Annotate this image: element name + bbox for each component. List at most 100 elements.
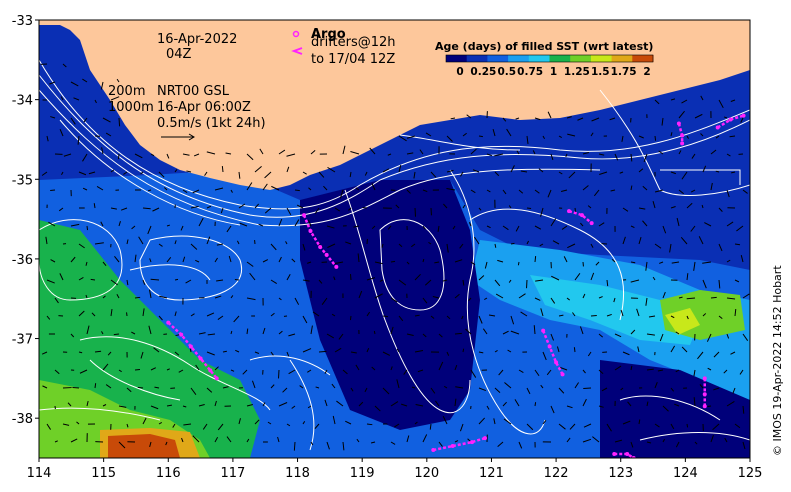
current-vector (50, 259, 56, 263)
current-vector (535, 279, 544, 282)
current-vector (411, 386, 416, 389)
current-vector (70, 333, 75, 338)
current-vector (538, 168, 544, 173)
current-vector (462, 204, 466, 209)
current-vector (195, 364, 200, 371)
colorbar-swatch (632, 55, 654, 62)
current-vector (118, 369, 122, 373)
current-vector (715, 135, 720, 139)
colorbar-swatch (528, 55, 550, 62)
y-tick-label: -38 (12, 412, 33, 427)
current-vector (547, 189, 552, 198)
current-vector (251, 380, 256, 389)
current-vector (96, 185, 104, 191)
current-vector (484, 297, 488, 300)
current-vector (662, 291, 666, 299)
current-vector (183, 423, 192, 426)
current-vector (654, 135, 657, 141)
current-vector (675, 441, 680, 448)
current-vector (648, 315, 656, 318)
current-vector (142, 417, 147, 425)
current-vector (114, 256, 120, 263)
current-vector (518, 441, 523, 449)
current-vector (742, 189, 748, 194)
current-vector (398, 279, 407, 286)
current-vector (353, 225, 360, 228)
current-vector (286, 273, 291, 281)
current-vector (595, 261, 600, 266)
current-vector (470, 261, 476, 266)
argo-label: Argo (311, 27, 346, 42)
colorbar-label: 1 (550, 66, 557, 78)
current-vector (214, 400, 217, 407)
x-tick-label: 118 (285, 466, 310, 481)
current-vector (718, 279, 721, 289)
current-vector (366, 311, 371, 317)
current-vector (551, 275, 560, 281)
drifters-label: drifters@12h (311, 35, 396, 50)
drifter-point (680, 141, 685, 146)
current-vector (216, 243, 224, 246)
current-vector (434, 261, 440, 264)
current-vector (90, 278, 96, 281)
current-vector (110, 207, 117, 210)
current-vector (220, 207, 224, 214)
current-vector (307, 369, 312, 373)
current-vector (182, 189, 188, 193)
current-vector (515, 117, 520, 120)
current-vector (278, 402, 288, 407)
current-vector (101, 331, 104, 335)
current-vector (661, 117, 664, 126)
current-vector (286, 351, 290, 357)
current-vector (630, 329, 636, 335)
current-vector (474, 236, 480, 245)
current-vector (41, 171, 48, 176)
current-vector (406, 152, 414, 155)
current-vector (390, 326, 394, 335)
current-vector (182, 405, 187, 408)
current-vector (264, 171, 272, 179)
current-vector (670, 206, 676, 209)
current-vector (590, 314, 597, 317)
current-vector (190, 243, 198, 250)
current-vector (85, 294, 88, 299)
current-vector (478, 351, 484, 354)
current-vector (560, 189, 568, 192)
current-vector (432, 296, 440, 299)
current-vector (390, 260, 396, 263)
current-vector (534, 402, 537, 407)
current-vector (494, 171, 500, 177)
current-vector (670, 171, 677, 175)
current-vector (206, 236, 211, 245)
current-vector (382, 351, 391, 356)
current-vector (532, 150, 536, 155)
current-vector (587, 205, 592, 209)
current-vector (149, 441, 152, 447)
current-vector (568, 171, 576, 179)
date-label: 16-Apr-2022 (157, 32, 237, 47)
drifter-point (179, 332, 184, 337)
current-vector (214, 187, 224, 191)
current-vector (217, 423, 224, 431)
colorbar-swatch (487, 55, 509, 62)
current-vector (686, 297, 696, 300)
colorbar-swatch (590, 55, 613, 62)
current-vector (336, 400, 344, 407)
current-vector (414, 314, 420, 317)
current-vector (310, 441, 314, 446)
x-tick-label: 115 (91, 466, 116, 481)
current-vector (437, 225, 440, 232)
current-vector (366, 423, 373, 426)
current-vector (70, 256, 76, 263)
current-vector (598, 405, 604, 408)
current-vector (154, 386, 160, 389)
current-vector (78, 171, 87, 176)
current-vector (390, 441, 396, 445)
current-vector (70, 117, 76, 125)
current-vector (390, 401, 399, 407)
current-vector (526, 423, 534, 431)
current-vector (110, 279, 118, 286)
current-vector (76, 421, 80, 425)
current-vector (238, 418, 241, 425)
current-vector (443, 203, 448, 209)
